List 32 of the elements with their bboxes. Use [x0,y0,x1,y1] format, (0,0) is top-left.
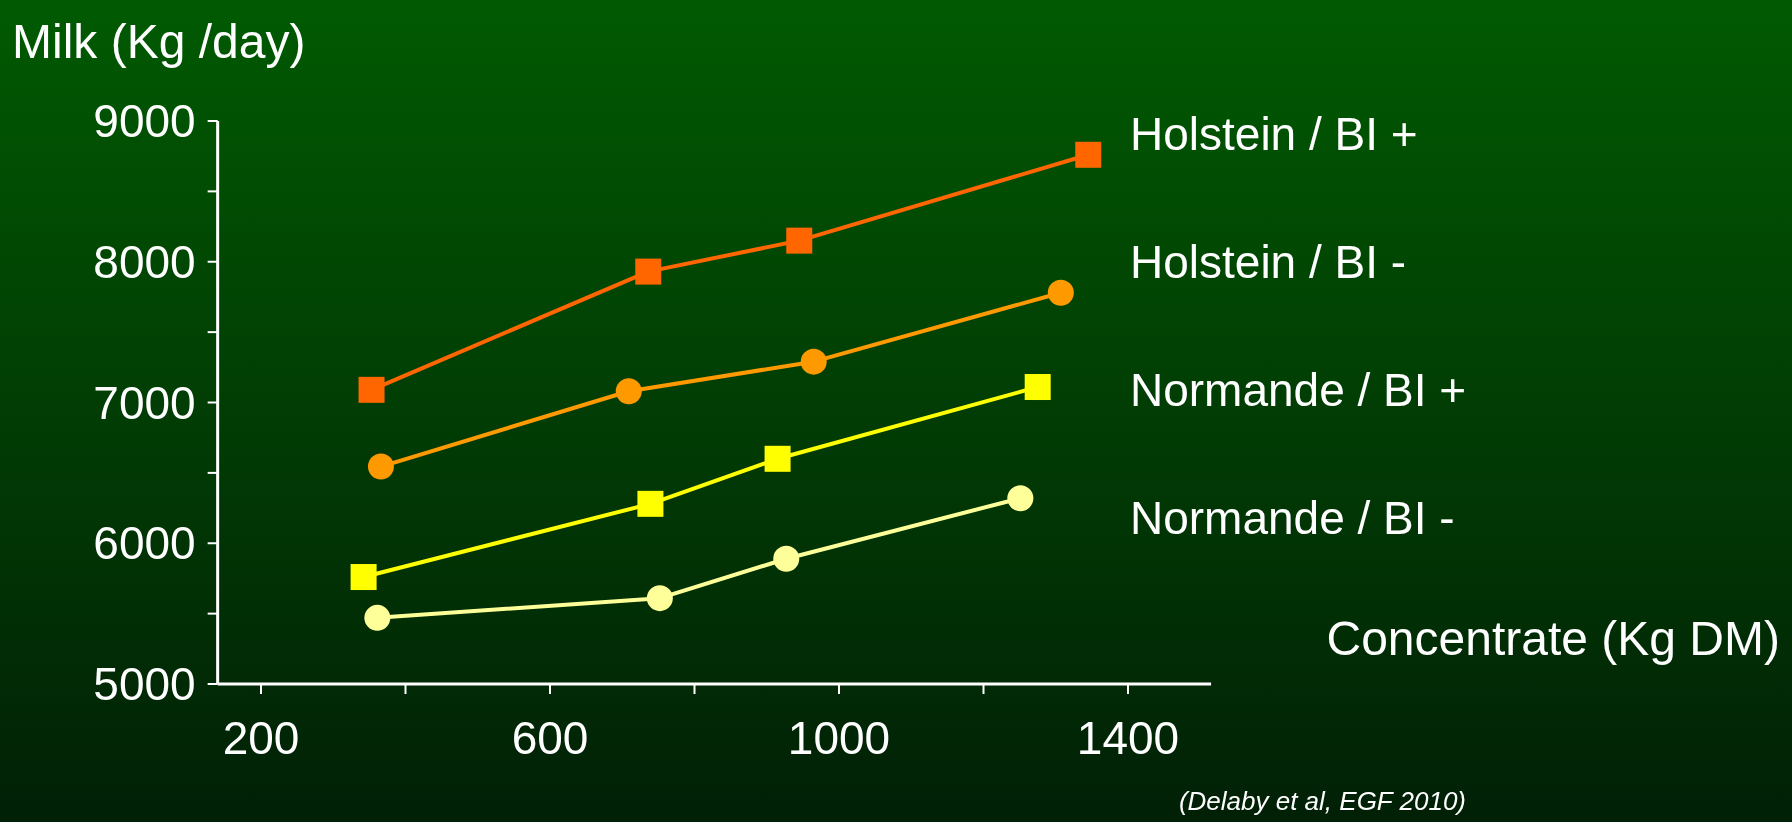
point [1024,374,1051,401]
text: (Delaby et al, EGF 2010) [1178,786,1466,816]
text: Normande / BI - [1130,492,1455,544]
y-tick-label: 9000 [93,95,196,147]
x-tick-label: 1000 [787,712,891,764]
series-label: Normande / BI + [1130,364,1467,416]
point [615,378,642,405]
point [800,348,827,375]
point [764,445,791,472]
point [350,564,377,591]
x-tick-label: 600 [511,712,589,764]
x-tick-label: 200 [222,712,300,764]
y-tick-label: 7000 [93,376,196,429]
point [1047,279,1074,306]
point [786,227,813,254]
point [364,604,391,631]
point [1007,485,1034,512]
point [358,376,385,403]
series-label: Holstein / BI + [1130,108,1418,160]
y-tick-label: 8000 [93,235,196,288]
y-axis-title: Milk (Kg /day) [12,15,306,68]
x-axis-title: Concentrate (Kg DM) [1326,612,1780,665]
y-tick-label: 6000 [93,517,196,570]
y-tick-label: 5000 [93,658,196,710]
point [1075,141,1102,168]
point [773,545,800,572]
point [367,453,394,480]
point [646,585,673,612]
series-label: Holstein / BI - [1130,236,1407,288]
point [637,490,664,517]
x-tick-label: 1400 [1076,712,1180,764]
point [635,258,662,285]
